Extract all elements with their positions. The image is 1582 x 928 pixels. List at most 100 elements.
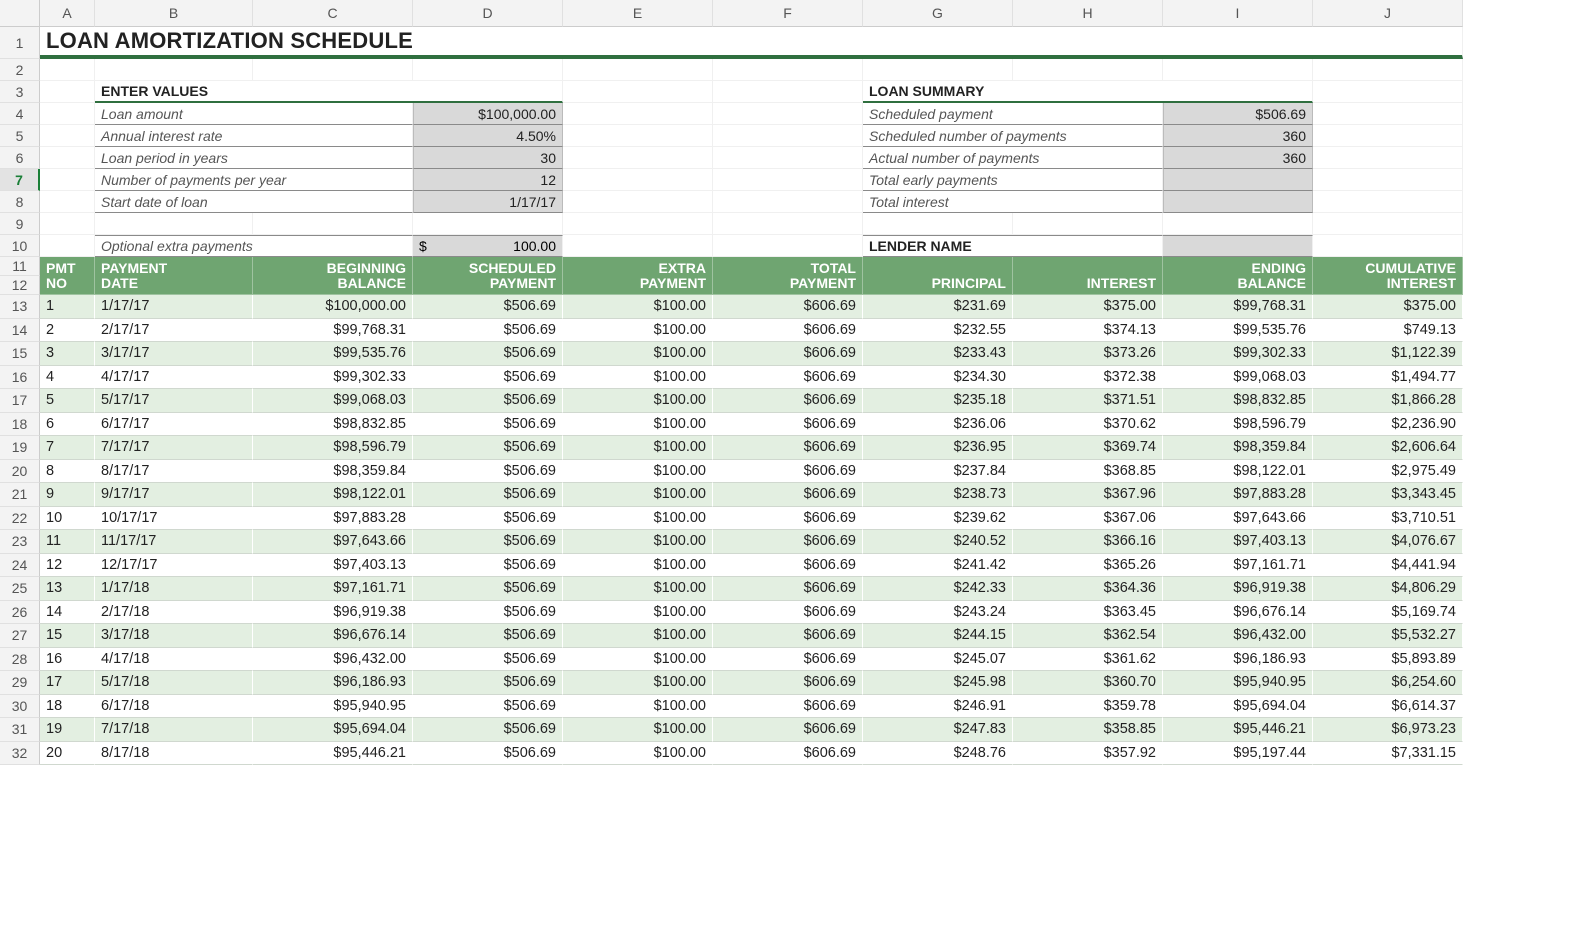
row-header-12[interactable]: 12 (0, 276, 40, 295)
data-r14-c2[interactable]: $96,919.38 (253, 601, 413, 625)
data-r1-c2[interactable]: $100,000.00 (253, 295, 413, 319)
cell-r8-E[interactable] (563, 191, 713, 213)
data-r19-c4[interactable]: $100.00 (563, 718, 713, 742)
data-r13-c8[interactable]: $96,919.38 (1163, 577, 1313, 601)
data-r20-c7[interactable]: $357.92 (1013, 742, 1163, 766)
data-r6-c8[interactable]: $98,596.79 (1163, 413, 1313, 437)
data-r7-c0[interactable]: 7 (40, 436, 95, 460)
ls-value-3[interactable] (1163, 169, 1313, 191)
ev-value-0[interactable]: $100,000.00 (413, 103, 563, 125)
row-header-32[interactable]: 32 (0, 742, 40, 766)
data-r20-c9[interactable]: $7,331.15 (1313, 742, 1463, 766)
row-header-6[interactable]: 6 (0, 147, 40, 169)
row-header-13[interactable]: 13 (0, 295, 40, 319)
data-r19-c9[interactable]: $6,973.23 (1313, 718, 1463, 742)
data-r15-c5[interactable]: $606.69 (713, 624, 863, 648)
col-header-D[interactable]: D (413, 0, 563, 27)
data-r8-c1[interactable]: 8/17/17 (95, 460, 253, 484)
data-r16-c0[interactable]: 16 (40, 648, 95, 672)
data-r1-c9[interactable]: $375.00 (1313, 295, 1463, 319)
data-r9-c0[interactable]: 9 (40, 483, 95, 507)
col-header-I[interactable]: I (1163, 0, 1313, 27)
lender-name-value[interactable] (1163, 235, 1313, 257)
data-r15-c9[interactable]: $5,532.27 (1313, 624, 1463, 648)
data-r18-c4[interactable]: $100.00 (563, 695, 713, 719)
data-r20-c4[interactable]: $100.00 (563, 742, 713, 766)
data-r8-c2[interactable]: $98,359.84 (253, 460, 413, 484)
data-r3-c0[interactable]: 3 (40, 342, 95, 366)
data-r4-c1[interactable]: 4/17/17 (95, 366, 253, 390)
data-r8-c9[interactable]: $2,975.49 (1313, 460, 1463, 484)
data-r13-c9[interactable]: $4,806.29 (1313, 577, 1463, 601)
thdr-bot-9[interactable]: INTEREST (1313, 276, 1463, 295)
data-r18-c9[interactable]: $6,614.37 (1313, 695, 1463, 719)
data-r3-c8[interactable]: $99,302.33 (1163, 342, 1313, 366)
thdr-top-5[interactable]: TOTAL (713, 257, 863, 276)
data-r7-c1[interactable]: 7/17/17 (95, 436, 253, 460)
data-r1-c7[interactable]: $375.00 (1013, 295, 1163, 319)
data-r6-c0[interactable]: 6 (40, 413, 95, 437)
cell-r9-c3[interactable] (413, 213, 563, 235)
thdr-top-0[interactable]: PMT (40, 257, 95, 276)
row-header-20[interactable]: 20 (0, 460, 40, 484)
cell-r8-A[interactable] (40, 191, 95, 213)
cell-r9-c1[interactable] (95, 213, 253, 235)
data-r20-c2[interactable]: $95,446.21 (253, 742, 413, 766)
thdr-top-7[interactable] (1013, 257, 1163, 276)
data-r10-c7[interactable]: $367.06 (1013, 507, 1163, 531)
data-r12-c6[interactable]: $241.42 (863, 554, 1013, 578)
data-r7-c2[interactable]: $98,596.79 (253, 436, 413, 460)
data-r2-c6[interactable]: $232.55 (863, 319, 1013, 343)
data-r20-c1[interactable]: 8/17/18 (95, 742, 253, 766)
cell-r9-c2[interactable] (253, 213, 413, 235)
data-r12-c1[interactable]: 12/17/17 (95, 554, 253, 578)
data-r15-c8[interactable]: $96,432.00 (1163, 624, 1313, 648)
row-header-26[interactable]: 26 (0, 601, 40, 625)
data-r16-c5[interactable]: $606.69 (713, 648, 863, 672)
data-r6-c5[interactable]: $606.69 (713, 413, 863, 437)
data-r4-c9[interactable]: $1,494.77 (1313, 366, 1463, 390)
data-r10-c9[interactable]: $3,710.51 (1313, 507, 1463, 531)
data-r12-c4[interactable]: $100.00 (563, 554, 713, 578)
data-r14-c4[interactable]: $100.00 (563, 601, 713, 625)
row-header-1[interactable]: 1 (0, 27, 40, 59)
row-header-21[interactable]: 21 (0, 483, 40, 507)
data-r6-c4[interactable]: $100.00 (563, 413, 713, 437)
data-r6-c2[interactable]: $98,832.85 (253, 413, 413, 437)
cell-r2-c9[interactable] (1313, 59, 1463, 81)
spreadsheet-grid[interactable]: ABCDEFGHIJ1LOAN AMORTIZATION SCHEDULE23E… (0, 0, 1582, 765)
ls-value-0[interactable]: $506.69 (1163, 103, 1313, 125)
data-r13-c0[interactable]: 13 (40, 577, 95, 601)
cell-r4-E[interactable] (563, 103, 713, 125)
cell-r10-F[interactable] (713, 235, 863, 257)
data-r18-c8[interactable]: $95,694.04 (1163, 695, 1313, 719)
data-r20-c0[interactable]: 20 (40, 742, 95, 766)
data-r3-c2[interactable]: $99,535.76 (253, 342, 413, 366)
data-r11-c7[interactable]: $366.16 (1013, 530, 1163, 554)
data-r17-c9[interactable]: $6,254.60 (1313, 671, 1463, 695)
data-r2-c1[interactable]: 2/17/17 (95, 319, 253, 343)
data-r14-c7[interactable]: $363.45 (1013, 601, 1163, 625)
data-r12-c7[interactable]: $365.26 (1013, 554, 1163, 578)
thdr-bot-4[interactable]: PAYMENT (563, 276, 713, 295)
col-header-G[interactable]: G (863, 0, 1013, 27)
data-r7-c4[interactable]: $100.00 (563, 436, 713, 460)
data-r9-c7[interactable]: $367.96 (1013, 483, 1163, 507)
data-r1-c4[interactable]: $100.00 (563, 295, 713, 319)
data-r15-c2[interactable]: $96,676.14 (253, 624, 413, 648)
data-r6-c1[interactable]: 6/17/17 (95, 413, 253, 437)
row-header-22[interactable]: 22 (0, 507, 40, 531)
optional-extra-value[interactable]: $100.00 (413, 235, 563, 257)
data-r14-c6[interactable]: $243.24 (863, 601, 1013, 625)
data-r16-c7[interactable]: $361.62 (1013, 648, 1163, 672)
data-r17-c5[interactable]: $606.69 (713, 671, 863, 695)
data-r4-c0[interactable]: 4 (40, 366, 95, 390)
data-r19-c6[interactable]: $247.83 (863, 718, 1013, 742)
data-r17-c8[interactable]: $95,940.95 (1163, 671, 1313, 695)
row-header-11[interactable]: 11 (0, 257, 40, 276)
data-r14-c5[interactable]: $606.69 (713, 601, 863, 625)
data-r18-c3[interactable]: $506.69 (413, 695, 563, 719)
data-r5-c6[interactable]: $235.18 (863, 389, 1013, 413)
data-r11-c9[interactable]: $4,076.67 (1313, 530, 1463, 554)
data-r9-c6[interactable]: $238.73 (863, 483, 1013, 507)
